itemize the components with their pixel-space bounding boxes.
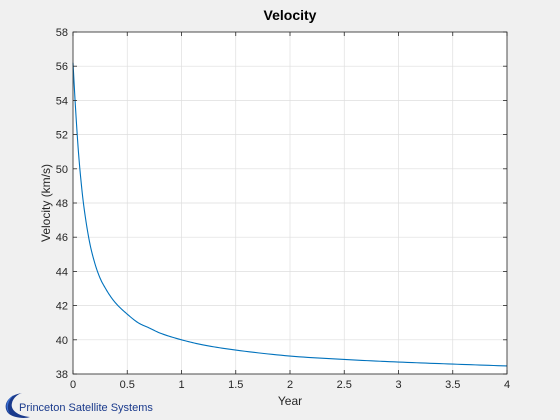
y-tick-label: 40 xyxy=(56,335,68,347)
x-tick-label: 0 xyxy=(70,379,76,391)
x-tick-label: 1.5 xyxy=(228,379,243,391)
x-tick-label: 1 xyxy=(178,379,184,391)
y-tick-label: 44 xyxy=(56,266,68,278)
x-tick-label: 2 xyxy=(287,379,293,391)
chart-title: Velocity xyxy=(264,7,317,23)
y-tick-label: 58 xyxy=(56,27,68,39)
company-logo: Princeton Satellite Systems xyxy=(6,393,154,418)
y-tick-label: 38 xyxy=(56,369,68,381)
x-tick-label: 3.5 xyxy=(445,379,460,391)
x-tick-label: 3 xyxy=(395,379,401,391)
x-tick-label: 4 xyxy=(504,379,510,391)
y-tick-label: 48 xyxy=(56,198,68,210)
y-tick-label: 50 xyxy=(56,164,68,176)
y-tick-label: 42 xyxy=(56,301,68,313)
x-axis-label: Year xyxy=(278,394,302,408)
company-logo-text: Princeton Satellite Systems xyxy=(19,402,153,414)
y-tick-label: 56 xyxy=(56,61,68,73)
y-tick-label: 46 xyxy=(56,232,68,244)
y-tick-label: 54 xyxy=(56,95,68,107)
y-axis-label: Velocity (km/s) xyxy=(39,164,53,242)
y-tick-label: 52 xyxy=(56,130,68,142)
x-tick-label: 2.5 xyxy=(337,379,352,391)
x-tick-label: 0.5 xyxy=(120,379,135,391)
